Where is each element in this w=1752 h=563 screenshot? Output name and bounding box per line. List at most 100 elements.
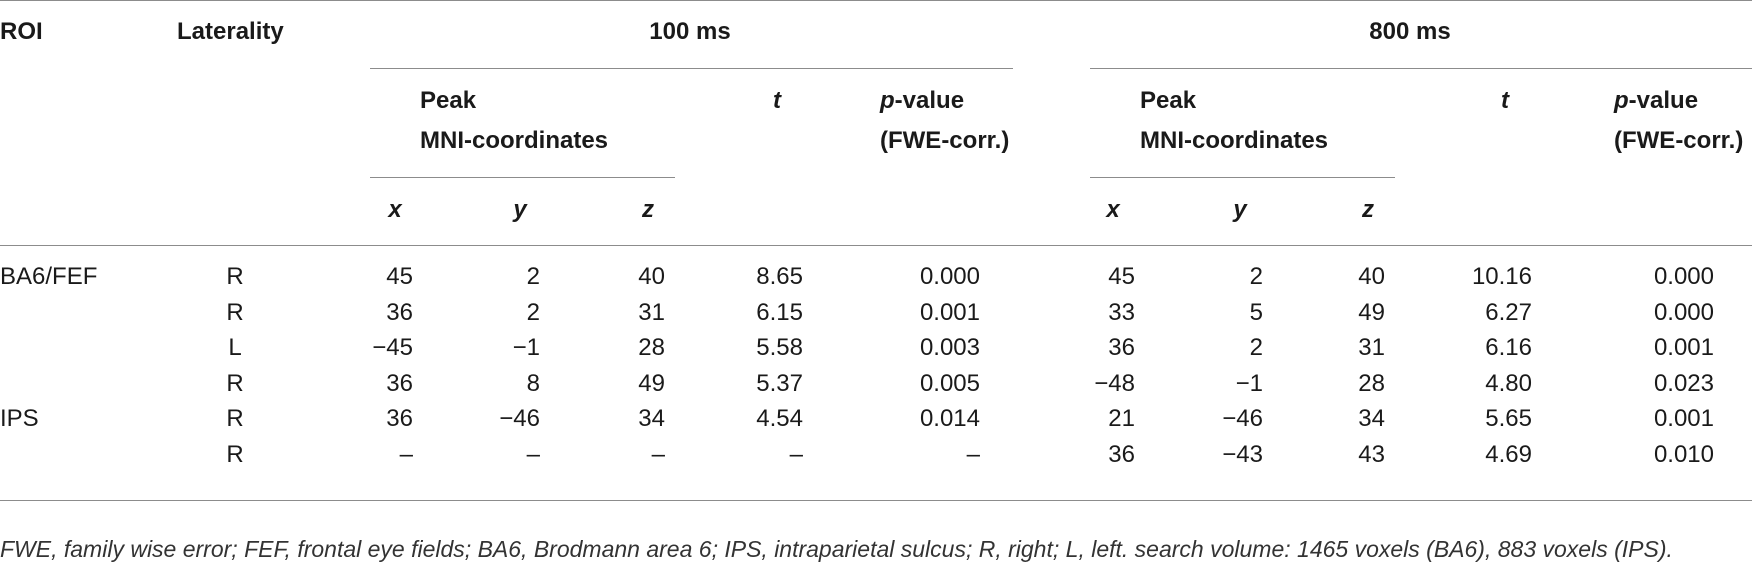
header-bottom-rule bbox=[0, 245, 1752, 246]
laterality-cell: L bbox=[228, 334, 242, 361]
p-100-cell: – bbox=[966, 440, 980, 468]
y-800-cell: 2 bbox=[1249, 334, 1263, 361]
header-p-800-line2: (FWE-corr.) bbox=[1614, 127, 1744, 154]
header-p-800-rest: -value bbox=[1628, 87, 1699, 114]
p-800-cell: 0.010 bbox=[1653, 440, 1714, 468]
x-100-cell: −45 bbox=[372, 334, 413, 361]
header-p-100: p-value bbox=[880, 87, 964, 115]
t-800-cell: 4.80 bbox=[1485, 369, 1532, 397]
header-peak-800-line1: Peak bbox=[1140, 87, 1197, 114]
x-100-cell: 36 bbox=[386, 369, 413, 397]
p-100-cell: 0.003 bbox=[919, 334, 980, 361]
group-800-rule bbox=[1090, 68, 1752, 69]
z-100-cell: 28 bbox=[638, 334, 665, 361]
header-x-100: x bbox=[388, 196, 402, 223]
header-y-800: y bbox=[1233, 196, 1247, 223]
p-100-cell: 0.000 bbox=[919, 263, 980, 290]
header-y-100: y bbox=[513, 196, 527, 223]
x-800-cell: 36 bbox=[1108, 440, 1135, 468]
t-800-cell: 6.27 bbox=[1485, 298, 1532, 326]
y-800-cell: −46 bbox=[1222, 405, 1263, 432]
t-800-cell: 6.16 bbox=[1485, 334, 1532, 361]
header-p-100-line2: (FWE-corr.) bbox=[880, 127, 1010, 154]
p-100-cell: 0.005 bbox=[919, 369, 980, 397]
y-100-cell: – bbox=[526, 440, 540, 468]
t-100-cell: 4.54 bbox=[756, 405, 803, 432]
table-footnote: FWE, family wise error; FEF, frontal eye… bbox=[0, 536, 1673, 562]
p-100-cell: 0.014 bbox=[919, 405, 980, 432]
header-laterality: Laterality bbox=[177, 18, 284, 45]
header-z-100: z bbox=[642, 196, 654, 223]
table-bottom-rule bbox=[0, 500, 1752, 501]
t-100-cell: – bbox=[789, 440, 803, 468]
header-peak-100-line1: Peak bbox=[420, 87, 477, 114]
header-p-800-italic: p bbox=[1614, 87, 1629, 114]
y-100-cell: 8 bbox=[526, 369, 540, 397]
top-rule bbox=[0, 0, 1752, 1]
x-800-cell: 36 bbox=[1108, 334, 1135, 361]
y-800-cell: −43 bbox=[1222, 440, 1263, 468]
header-800ms: 800 ms bbox=[1369, 18, 1451, 45]
p-100-cell: 0.001 bbox=[919, 298, 980, 326]
t-800-cell: 10.16 bbox=[1471, 263, 1532, 290]
z-800-cell: 28 bbox=[1358, 369, 1385, 397]
header-x-800: x bbox=[1106, 196, 1120, 223]
z-800-cell: 31 bbox=[1358, 334, 1385, 361]
t-800-cell: 5.65 bbox=[1485, 405, 1532, 432]
p-800-cell: 0.000 bbox=[1653, 263, 1714, 290]
y-800-cell: 5 bbox=[1249, 298, 1263, 326]
y-100-cell: −46 bbox=[499, 405, 540, 432]
z-800-cell: 49 bbox=[1358, 298, 1385, 326]
z-100-cell: 34 bbox=[638, 405, 665, 432]
y-100-cell: 2 bbox=[526, 263, 540, 290]
roi-cell: IPS bbox=[0, 405, 39, 432]
p-800-cell: 0.001 bbox=[1653, 405, 1714, 432]
group-100-rule bbox=[370, 68, 1013, 69]
t-100-cell: 5.58 bbox=[756, 334, 803, 361]
header-roi: ROI bbox=[0, 18, 43, 45]
header-t-100: t bbox=[773, 87, 781, 114]
t-100-cell: 8.65 bbox=[756, 263, 803, 290]
laterality-cell: R bbox=[226, 440, 244, 468]
header-p-800: p-value bbox=[1614, 87, 1698, 115]
t-100-cell: 5.37 bbox=[756, 369, 803, 397]
x-100-cell: 36 bbox=[386, 405, 413, 432]
peak-100-rule bbox=[370, 177, 675, 178]
laterality-cell: R bbox=[226, 369, 244, 397]
x-800-cell: 21 bbox=[1108, 405, 1135, 432]
y-800-cell: 2 bbox=[1249, 263, 1263, 290]
x-100-cell: – bbox=[399, 440, 413, 468]
z-100-cell: 40 bbox=[638, 263, 665, 290]
y-100-cell: 2 bbox=[526, 298, 540, 326]
z-100-cell: – bbox=[651, 440, 665, 468]
header-t-800: t bbox=[1501, 87, 1509, 114]
t-800-cell: 4.69 bbox=[1485, 440, 1532, 468]
z-100-cell: 49 bbox=[638, 369, 665, 397]
p-800-cell: 0.023 bbox=[1653, 369, 1714, 397]
header-z-800: z bbox=[1362, 196, 1374, 223]
laterality-cell: R bbox=[226, 263, 244, 290]
header-peak-100-line2: MNI-coordinates bbox=[420, 127, 609, 154]
x-800-cell: −48 bbox=[1094, 369, 1135, 397]
laterality-cell: R bbox=[226, 405, 244, 432]
z-100-cell: 31 bbox=[638, 298, 665, 326]
z-800-cell: 34 bbox=[1358, 405, 1385, 432]
z-800-cell: 43 bbox=[1358, 440, 1385, 468]
header-100ms: 100 ms bbox=[649, 18, 731, 45]
z-800-cell: 40 bbox=[1358, 263, 1385, 290]
header-p-100-rest: -value bbox=[894, 87, 965, 114]
laterality-cell: R bbox=[226, 298, 244, 326]
y-100-cell: −1 bbox=[512, 334, 540, 361]
x-800-cell: 33 bbox=[1108, 298, 1135, 326]
header-p-100-italic: p bbox=[880, 87, 895, 114]
p-800-cell: 0.000 bbox=[1653, 298, 1714, 326]
x-100-cell: 45 bbox=[386, 263, 413, 290]
x-100-cell: 36 bbox=[386, 298, 413, 326]
t-100-cell: 6.15 bbox=[756, 298, 803, 326]
y-800-cell: −1 bbox=[1235, 369, 1263, 397]
header-peak-800-line2: MNI-coordinates bbox=[1140, 127, 1329, 154]
peak-800-rule bbox=[1090, 177, 1395, 178]
roi-cell: BA6/FEF bbox=[0, 263, 98, 290]
x-800-cell: 45 bbox=[1108, 263, 1135, 290]
